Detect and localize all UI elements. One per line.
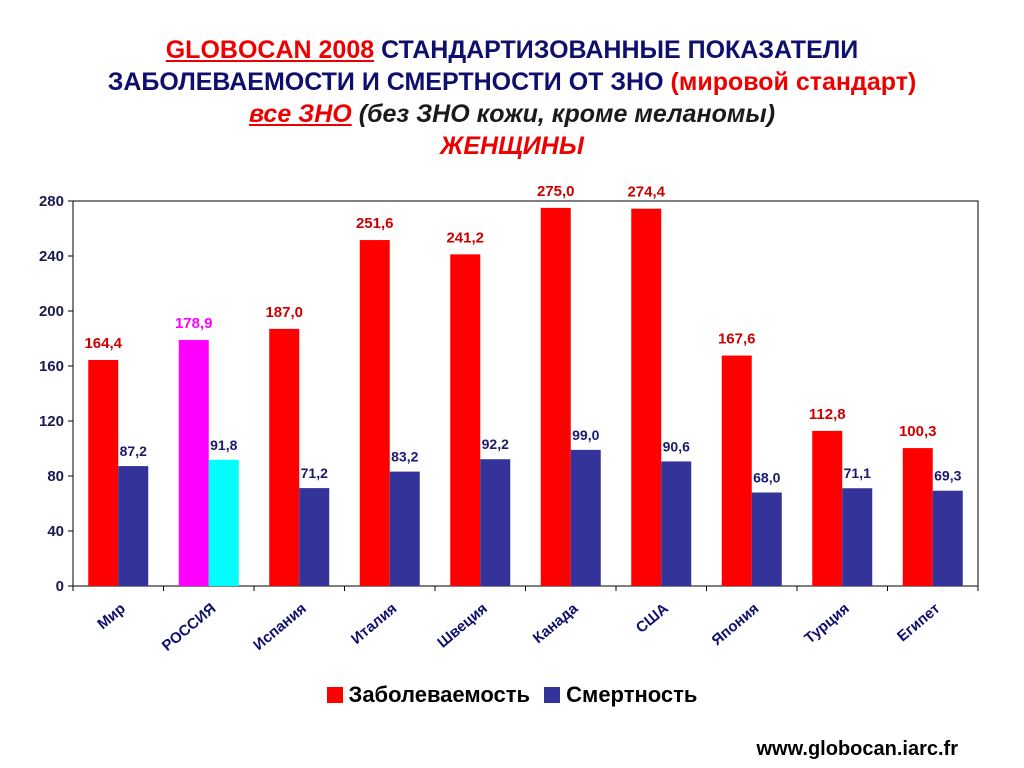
x-tick-label: Канада xyxy=(530,600,582,647)
legend-swatch-mortality xyxy=(544,687,561,703)
data-label-mortality: 92,2 xyxy=(482,436,509,452)
data-label-mortality: 71,2 xyxy=(301,465,328,481)
bar-chart: 0 40 80 120 160 200 240 280 164,4 87,2 Мир 178,9 91,… xyxy=(39,183,979,655)
bar-mortality xyxy=(118,466,149,586)
bar-mortality xyxy=(570,449,601,586)
data-label-mortality: 87,2 xyxy=(120,443,147,459)
bar-mortality xyxy=(480,459,511,586)
data-label-incidence: 275,0 xyxy=(537,183,575,200)
y-tick-label: 280 xyxy=(39,193,64,210)
x-tick-label: Италия xyxy=(348,600,400,648)
data-label-incidence: 178,9 xyxy=(175,315,213,332)
bar-incidence xyxy=(269,328,300,586)
data-label-mortality: 83,2 xyxy=(391,449,418,465)
bar-mortality xyxy=(389,471,420,586)
title-line2: ЗАБОЛЕВАЕМОСТИ И СМЕРТНОСТИ ОТ ЗНО xyxy=(107,68,664,96)
data-label-incidence: 187,0 xyxy=(265,304,303,321)
bar-mortality xyxy=(842,488,873,586)
x-tick-label: Испания xyxy=(250,600,310,654)
chart-title: GLOBOCAN 2008 СТАНДАРТИЗОВАННЫЕ ПОКАЗАТЕ… xyxy=(0,34,1024,162)
bar-incidence xyxy=(359,240,390,587)
x-tick-label: РОССИЯ xyxy=(159,600,219,655)
bar-mortality xyxy=(932,490,963,586)
x-tick-label: Мир xyxy=(94,600,129,633)
data-label-incidence: 112,8 xyxy=(809,406,846,423)
bar-incidence xyxy=(631,208,662,586)
title-women: ЖЕНЩИНЫ xyxy=(440,132,584,160)
y-tick-label: 160 xyxy=(39,358,64,375)
legend-label-incidence: Заболеваемость xyxy=(348,682,531,707)
title-exclusion: (без ЗНО кожи, кроме меланомы) xyxy=(358,100,776,128)
source-url: www.globocan.iarc.fr xyxy=(756,738,958,760)
legend-label-mortality: Смертность xyxy=(566,682,698,707)
x-tick-label: США xyxy=(633,600,672,637)
data-label-incidence: 241,2 xyxy=(446,229,484,246)
bar-incidence xyxy=(178,340,209,586)
bar-incidence xyxy=(902,448,933,586)
bar-incidence xyxy=(450,254,481,586)
data-label-incidence: 164,4 xyxy=(84,335,122,352)
y-tick-label: 80 xyxy=(47,468,64,485)
x-tick-label: Швеция xyxy=(434,600,491,651)
y-tick-label: 240 xyxy=(39,248,64,265)
data-label-incidence: 251,6 xyxy=(356,215,394,232)
title-line1: СТАНДАРТИЗОВАННЫЕ ПОКАЗАТЕЛИ xyxy=(381,36,859,64)
data-label-mortality: 68,0 xyxy=(753,470,780,486)
bar-incidence xyxy=(721,355,752,586)
x-tick-label: Турция xyxy=(801,600,853,647)
bar-mortality xyxy=(208,459,239,586)
data-label-mortality: 90,6 xyxy=(663,438,690,454)
bar-mortality xyxy=(751,492,782,586)
title-globocan: GLOBOCAN 2008 xyxy=(165,36,375,64)
data-label-mortality: 91,8 xyxy=(210,437,237,453)
legend: Заболеваемость Смертность xyxy=(0,682,1024,709)
legend-swatch-incidence xyxy=(326,687,343,703)
y-tick-label: 0 xyxy=(56,578,64,595)
legend-item-incidence: Заболеваемость xyxy=(326,682,531,708)
data-label-mortality: 71,1 xyxy=(844,465,871,481)
y-tick-label: 200 xyxy=(39,303,64,320)
data-label-incidence: 167,6 xyxy=(718,331,756,348)
bar-incidence xyxy=(812,430,843,586)
y-tick-label: 120 xyxy=(39,413,64,430)
data-label-incidence: 100,3 xyxy=(899,423,937,440)
bar-incidence xyxy=(88,359,119,586)
legend-item-mortality: Смертность xyxy=(544,682,697,708)
y-tick-label: 40 xyxy=(47,523,64,540)
x-tick-label: Египет xyxy=(894,600,943,645)
title-all-zno: все ЗНО xyxy=(248,100,352,128)
x-tick-label: Япония xyxy=(708,600,762,649)
bar-mortality xyxy=(661,461,692,586)
data-label-mortality: 69,3 xyxy=(934,468,961,484)
bar-incidence xyxy=(540,207,571,586)
bar-mortality xyxy=(299,488,330,586)
data-label-incidence: 274,4 xyxy=(627,184,665,201)
data-label-mortality: 99,0 xyxy=(572,427,599,443)
title-standard: (мировой стандарт) xyxy=(670,68,917,96)
